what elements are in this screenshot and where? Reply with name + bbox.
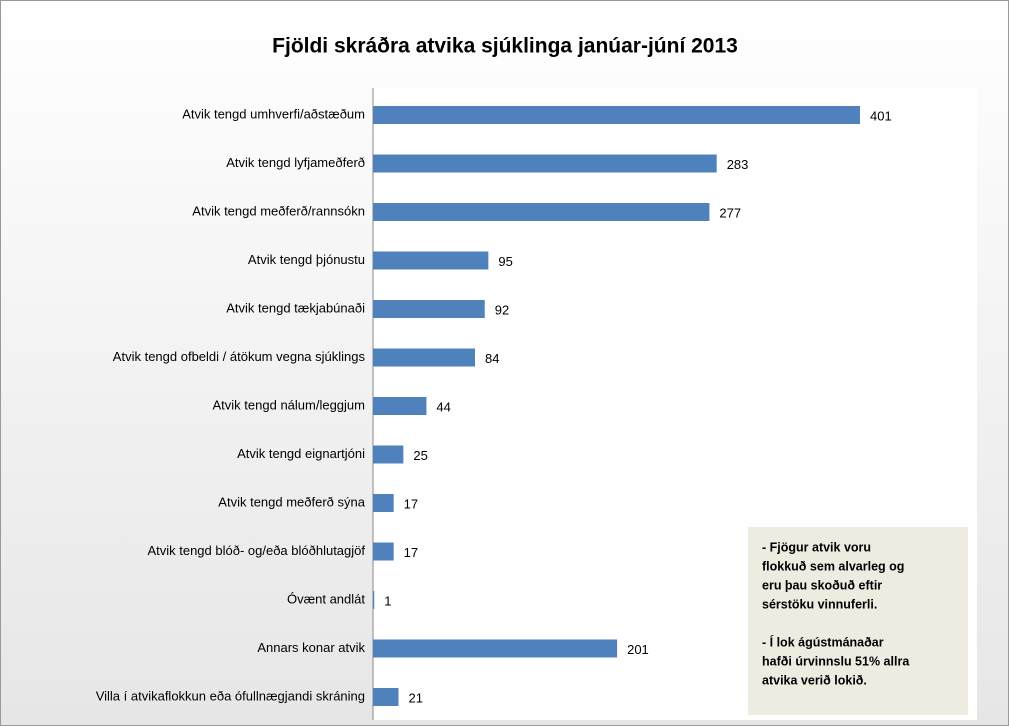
data-label: 25 [413, 448, 427, 463]
chart-title: Fjöldi skráðra atvika sjúklinga janúar-j… [272, 35, 738, 58]
category-label: Atvik tengd þjónustu [248, 252, 365, 267]
bar [373, 542, 394, 561]
category-label: Atvik tengd umhverfi/aðstæðum [182, 106, 365, 121]
data-label: 401 [870, 108, 892, 123]
data-label: 44 [436, 399, 450, 414]
category-label: Óvænt andlát [287, 591, 365, 606]
data-label: 84 [485, 351, 499, 366]
annotation-box [748, 527, 968, 715]
bar [373, 348, 476, 367]
data-label: 17 [404, 496, 418, 511]
annotation-line: flokkuð sem alvarleg og [762, 559, 904, 573]
bar [373, 639, 618, 658]
category-label: Annars konar atvik [257, 640, 365, 655]
category-label: Atvik tengd ofbeldi / átökum vegna sjúkl… [113, 349, 366, 364]
data-label: 17 [404, 545, 418, 560]
category-label: Atvik tengd lyfjameðferð [226, 155, 365, 170]
annotation-line: - Í lok ágústmánaðar [762, 634, 884, 649]
bar [373, 251, 489, 270]
bar [373, 203, 710, 221]
annotation-line: - Fjögur atvik voru [762, 540, 871, 554]
data-label: 277 [719, 205, 741, 220]
data-label: 201 [627, 642, 649, 657]
annotation-line: eru þau skoðuð eftir [762, 578, 882, 592]
annotation-line: hafði úrvinnslu 51% allra [762, 654, 910, 668]
bar [373, 154, 717, 173]
bar [373, 300, 485, 318]
bar [373, 445, 404, 464]
data-label: 283 [727, 157, 749, 172]
category-label: Atvik tengd meðferð/rannsókn [192, 203, 365, 218]
bar [373, 494, 394, 512]
annotation-line: atvika verið lokið. [762, 673, 867, 687]
data-label: 92 [495, 302, 509, 317]
category-label: Atvik tengd eignartjóni [237, 446, 365, 461]
bar [373, 397, 427, 415]
bar [373, 688, 399, 706]
category-label: Villa í atvikaflokkun eða ófullnægjandi … [96, 688, 365, 703]
annotation-line: sérstöku vinnuferli. [762, 597, 877, 611]
category-label: Atvik tengd tækjabúnaði [226, 300, 365, 315]
data-label: 1 [384, 593, 391, 608]
data-label: 95 [498, 254, 512, 269]
bar [373, 591, 375, 609]
data-label: 21 [409, 690, 423, 705]
category-label: Atvik tengd meðferð sýna [218, 494, 365, 509]
category-label: Atvik tengd nálum/leggjum [213, 397, 365, 412]
category-label: Atvik tengd blóð- og/eða blóðhlutagjöf [147, 543, 365, 558]
bar [373, 106, 860, 124]
